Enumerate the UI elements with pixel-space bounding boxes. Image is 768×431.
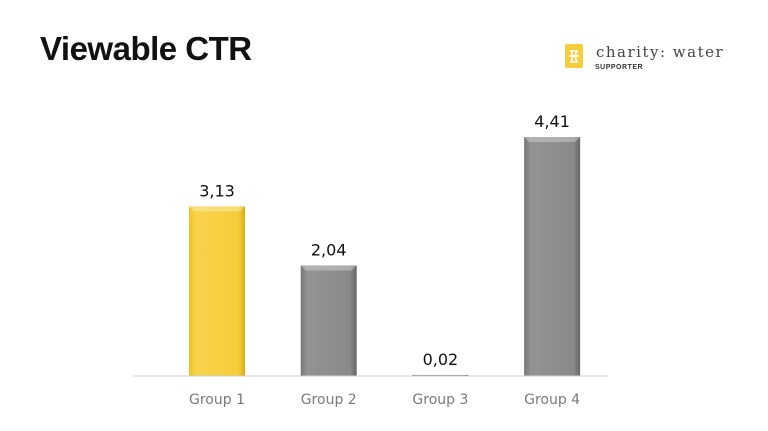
x-tick-label: Group 1 [189,392,245,408]
data-label: 4,41 [534,112,570,131]
logo-subtitle: SUPPORTER [595,64,644,71]
x-tick-label: Group 2 [301,392,357,408]
charity-water-jerrycan-icon [565,44,583,68]
x-tick-label: Group 3 [412,392,468,408]
logo-text: charity: water [596,43,725,61]
bar-group-2 [300,265,357,376]
bar-group-4 [524,137,581,376]
data-label: 0,02 [423,350,459,369]
bar-bevel [524,137,581,142]
bar-group-3 [412,374,469,376]
page-title: Viewable CTR [40,30,252,67]
bar-bevel [300,265,357,271]
data-label: 2,04 [311,240,347,259]
data-label: 3,13 [199,181,235,200]
x-tick-label: Group 4 [524,392,580,408]
bar-group-1 [189,206,245,376]
bar-bevel [189,206,245,212]
